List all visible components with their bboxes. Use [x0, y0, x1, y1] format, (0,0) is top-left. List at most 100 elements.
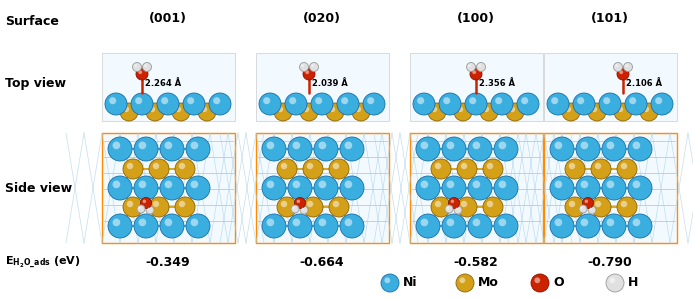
Circle shape — [297, 200, 300, 203]
Circle shape — [421, 181, 428, 188]
Circle shape — [486, 163, 493, 169]
Circle shape — [262, 214, 286, 238]
Circle shape — [267, 181, 274, 188]
Circle shape — [554, 181, 562, 188]
Circle shape — [416, 137, 440, 161]
Circle shape — [281, 201, 287, 207]
Circle shape — [160, 214, 184, 238]
Circle shape — [581, 219, 588, 226]
Circle shape — [134, 64, 137, 67]
Circle shape — [160, 137, 184, 161]
Circle shape — [457, 106, 463, 112]
Circle shape — [617, 197, 637, 217]
Text: 2.264 Å: 2.264 Å — [145, 79, 181, 88]
Circle shape — [202, 106, 207, 112]
Circle shape — [123, 197, 143, 217]
Circle shape — [565, 197, 585, 217]
Circle shape — [139, 142, 146, 149]
Circle shape — [473, 219, 480, 226]
Circle shape — [624, 62, 633, 71]
Circle shape — [431, 159, 451, 179]
Circle shape — [421, 219, 428, 226]
Circle shape — [148, 208, 150, 210]
Circle shape — [344, 181, 352, 188]
Circle shape — [307, 201, 313, 207]
Circle shape — [457, 197, 477, 217]
Circle shape — [340, 137, 364, 161]
Circle shape — [565, 159, 585, 179]
Text: Surface: Surface — [5, 15, 59, 28]
Text: Mo: Mo — [478, 277, 499, 290]
Circle shape — [473, 181, 480, 188]
Circle shape — [303, 197, 323, 217]
Circle shape — [617, 159, 637, 179]
Circle shape — [108, 176, 132, 200]
Circle shape — [480, 103, 498, 121]
Circle shape — [179, 201, 185, 207]
Circle shape — [581, 181, 588, 188]
Circle shape — [581, 142, 588, 149]
Circle shape — [591, 197, 611, 217]
Circle shape — [550, 137, 574, 161]
Circle shape — [139, 219, 146, 226]
Circle shape — [602, 176, 626, 200]
Circle shape — [554, 142, 562, 149]
Circle shape — [655, 97, 663, 104]
Text: Top view: Top view — [5, 77, 66, 90]
Circle shape — [175, 197, 195, 217]
Circle shape — [599, 93, 621, 115]
Circle shape — [581, 206, 583, 209]
Circle shape — [633, 142, 640, 149]
Circle shape — [344, 219, 352, 226]
Circle shape — [134, 176, 158, 200]
Circle shape — [573, 93, 595, 115]
Circle shape — [620, 70, 623, 74]
Circle shape — [161, 97, 168, 104]
Circle shape — [606, 274, 624, 292]
Circle shape — [494, 137, 518, 161]
Circle shape — [550, 176, 574, 200]
Circle shape — [288, 137, 312, 161]
Circle shape — [506, 103, 524, 121]
Circle shape — [152, 201, 159, 207]
Circle shape — [595, 201, 602, 207]
Circle shape — [300, 103, 318, 121]
Bar — [544, 53, 677, 121]
Circle shape — [421, 142, 428, 149]
Bar — [102, 133, 235, 243]
Circle shape — [259, 93, 281, 115]
Circle shape — [629, 97, 636, 104]
Circle shape — [123, 106, 129, 112]
Circle shape — [301, 208, 304, 210]
Circle shape — [617, 68, 629, 80]
Circle shape — [569, 163, 575, 169]
Circle shape — [127, 163, 133, 169]
Circle shape — [191, 142, 198, 149]
Circle shape — [137, 205, 145, 213]
Circle shape — [326, 103, 344, 121]
Circle shape — [292, 219, 300, 226]
Circle shape — [108, 214, 132, 238]
Circle shape — [292, 181, 300, 188]
Circle shape — [149, 197, 169, 217]
Circle shape — [577, 97, 584, 104]
Circle shape — [483, 197, 503, 217]
Circle shape — [465, 93, 487, 115]
Circle shape — [651, 93, 673, 115]
Circle shape — [442, 176, 466, 200]
Circle shape — [494, 214, 518, 238]
Circle shape — [473, 70, 476, 74]
Circle shape — [337, 93, 359, 115]
Circle shape — [175, 106, 181, 112]
Circle shape — [621, 201, 627, 207]
Circle shape — [183, 93, 205, 115]
Circle shape — [478, 64, 481, 67]
Circle shape — [274, 103, 292, 121]
Circle shape — [498, 142, 507, 149]
Bar — [410, 53, 543, 121]
Circle shape — [498, 219, 507, 226]
Circle shape — [470, 68, 482, 80]
Circle shape — [448, 197, 459, 208]
Circle shape — [160, 176, 184, 200]
Circle shape — [209, 93, 231, 115]
